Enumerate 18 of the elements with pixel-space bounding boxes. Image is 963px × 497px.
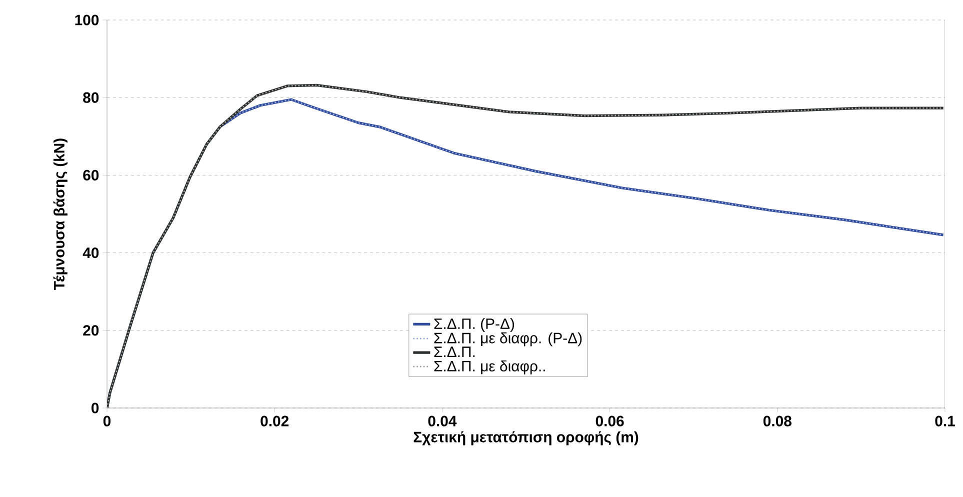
y-tick-label: 40 — [82, 248, 99, 258]
y-tick-label: 20 — [83, 325, 99, 336]
legend-label: Σ.Δ.Π. (P-Δ) — [434, 318, 514, 332]
y-tick-label: 60 — [83, 170, 99, 180]
legend-label: Σ.Δ.Π. — [434, 346, 475, 357]
x-tick-label: 0.02 — [260, 416, 289, 426]
legend-label: Σ.Δ.Π. με διαφρ. (P-Δ) — [434, 332, 582, 346]
x-tick-label: 0.06 — [596, 416, 624, 426]
x-tick-label: 0.04 — [428, 416, 457, 426]
legend-label: Σ.Δ.Π. με διαφρ.. — [434, 360, 545, 374]
y-tick-label: 80 — [83, 92, 99, 103]
y-tick-label: 100 — [75, 14, 99, 26]
x-tick-label: 0.08 — [763, 416, 792, 426]
y-axis-title: Τέμνουσα βάσης (kN) — [53, 138, 68, 290]
y-tick-label: 0 — [92, 402, 99, 414]
x-tick-label: 0 — [103, 416, 111, 426]
x-tick-label: 0.1 — [935, 416, 955, 426]
x-axis-title: Σχετική μετατόπιση οροφής (m) — [414, 431, 638, 446]
